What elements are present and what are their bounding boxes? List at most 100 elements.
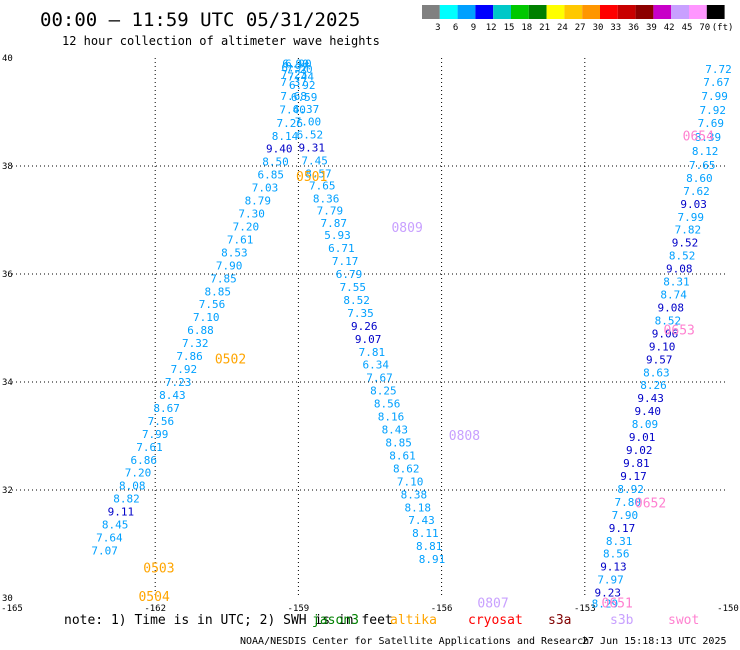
wave-height-value: 6.86 bbox=[130, 454, 157, 467]
legend-swatch bbox=[564, 5, 583, 19]
wave-height-value: 9.23 bbox=[594, 587, 621, 600]
legend-swatch bbox=[511, 5, 529, 19]
wave-height-value: 9.06 bbox=[652, 327, 679, 340]
wave-height-value: 8.11 bbox=[412, 527, 439, 540]
wave-height-value: 8.63 bbox=[643, 366, 670, 379]
wave-height-value: 8.39 bbox=[695, 131, 722, 144]
legend-label: 18 bbox=[521, 23, 532, 33]
wave-height-value: 7.56 bbox=[148, 415, 175, 428]
wave-height-value: 7.87 bbox=[320, 217, 347, 230]
wave-height-value: 7.17 bbox=[332, 255, 359, 268]
satellite-label-s3b: s3b bbox=[610, 613, 634, 628]
wave-height-value: 8.08 bbox=[119, 480, 146, 493]
wave-height-value: 7.37 bbox=[280, 76, 307, 89]
wave-height-value: 7.40 bbox=[279, 103, 306, 116]
wave-height-value: 7.67 bbox=[366, 372, 393, 385]
pass-label: 0807 bbox=[477, 596, 508, 611]
legend-swatch bbox=[528, 5, 547, 19]
wave-height-value: 8.52 bbox=[343, 294, 370, 307]
wave-height-value: 9.11 bbox=[108, 506, 135, 519]
plot-grid: -165 -162 -159 -156 -153 -150 30 32 34 36 38 40 bbox=[1, 54, 739, 614]
satellite-label-jason3: jason3 bbox=[312, 613, 359, 628]
legend-label: 24 bbox=[557, 23, 568, 33]
wave-height-value: 7.97 bbox=[597, 574, 624, 587]
lat-tick-label: 38 bbox=[2, 162, 13, 172]
wave-height-value: 8.50 bbox=[262, 156, 289, 169]
wave-height-value: 8.82 bbox=[113, 493, 140, 506]
wave-height-value: 7.03 bbox=[252, 182, 279, 195]
footer-credit: NOAA/NESDIS Center for Satellite Applica… bbox=[240, 636, 589, 647]
wave-height-value: 6.37 bbox=[293, 103, 320, 116]
wave-height-value: 7.20 bbox=[233, 220, 260, 233]
pass-label: 0651 bbox=[602, 596, 633, 611]
legend-swatch bbox=[617, 5, 636, 19]
wave-height-value: 9.81 bbox=[623, 457, 650, 470]
wave-height-value: 8.31 bbox=[663, 276, 690, 289]
legend-label: 36 bbox=[628, 23, 639, 33]
wave-height-value: 9.52 bbox=[672, 237, 699, 250]
wave-height-value: 7.10 bbox=[193, 311, 220, 324]
wave-height-value: 7.55 bbox=[340, 281, 367, 294]
legend-swatch bbox=[475, 5, 494, 19]
lat-tick-label: 36 bbox=[2, 270, 13, 280]
lat-tick-label: 34 bbox=[2, 378, 13, 388]
wave-height-value: 8.12 bbox=[692, 145, 719, 158]
wave-height-value: 8.43 bbox=[159, 389, 186, 402]
wave-height-value: 9.40 bbox=[266, 143, 293, 156]
wave-height-value: 7.81 bbox=[359, 346, 386, 359]
wave-height-value: 7.23 bbox=[281, 68, 308, 81]
wave-height-value: 8.92 bbox=[617, 483, 644, 496]
wave-height-value: 7.79 bbox=[317, 204, 344, 217]
legend-label: 15 bbox=[504, 23, 515, 33]
wave-height-value: 9.43 bbox=[637, 392, 664, 405]
lat-tick-label: 30 bbox=[2, 594, 13, 604]
lon-tick-label: -165 bbox=[1, 604, 23, 614]
satellite-label-altika: altika bbox=[390, 613, 437, 628]
wave-height-value: 8.31 bbox=[606, 535, 633, 548]
wave-height-value: 8.29 bbox=[592, 597, 619, 610]
legend-swatch bbox=[706, 5, 725, 19]
footer-timestamp: 27 Jun 15:18:13 UTC 2025 bbox=[582, 636, 727, 647]
wave-height-value: 8.09 bbox=[632, 418, 659, 431]
pass-label: 0809 bbox=[391, 221, 422, 236]
wave-height-value: 8.52 bbox=[655, 314, 682, 327]
wave-height-value: 8.85 bbox=[385, 436, 412, 449]
legend-swatch bbox=[422, 5, 440, 19]
wave-height-value: 7.23 bbox=[165, 376, 192, 389]
legend-swatch bbox=[493, 5, 511, 19]
wave-height-value: 9.03 bbox=[680, 198, 707, 211]
legend-label: 9 bbox=[471, 23, 476, 33]
legend-swatch bbox=[671, 5, 689, 19]
wave-height-value: 8.18 bbox=[404, 501, 431, 514]
wave-height-value: 7.90 bbox=[216, 259, 243, 272]
pass-label: 0501 bbox=[296, 170, 327, 185]
wave-height-value: 7.99 bbox=[701, 90, 728, 103]
pass-label: 0653 bbox=[664, 324, 695, 339]
legend-swatch bbox=[439, 5, 458, 19]
wave-height-value: 7.43 bbox=[408, 514, 435, 527]
map-subtitle: 12 hour collection of altimeter wave hei… bbox=[62, 34, 380, 48]
map-title: 00:00 – 11:59 UTC 05/31/2025 bbox=[40, 9, 360, 31]
wave-height-value: 6.88 bbox=[187, 324, 214, 337]
wave-height-value: 9.17 bbox=[609, 522, 636, 535]
wave-height-value: 7.61 bbox=[136, 441, 163, 454]
legend-label: (ft) bbox=[712, 23, 734, 33]
wave-height-value: 8.26 bbox=[640, 379, 667, 392]
lon-tick-label: -162 bbox=[144, 604, 166, 614]
wave-height-value: 8.62 bbox=[393, 462, 420, 475]
wave-height-value: 9.17 bbox=[620, 470, 647, 483]
legend-label: 6 bbox=[453, 23, 458, 33]
legend-label: 39 bbox=[646, 23, 657, 33]
pass-label: 0652 bbox=[635, 497, 666, 512]
wave-height-value: 7.90 bbox=[612, 509, 639, 522]
wave-height-value: 6.90 bbox=[282, 57, 309, 70]
wave-height-value: 8.36 bbox=[313, 192, 340, 205]
legend-swatch bbox=[600, 5, 618, 19]
wave-height-value: 9.01 bbox=[629, 431, 656, 444]
wave-height-value: 8.60 bbox=[686, 172, 713, 185]
legend-label: 3 bbox=[435, 23, 440, 33]
wave-height-value: 7.26 bbox=[277, 117, 304, 130]
legend-swatch bbox=[653, 5, 672, 19]
wave-height-value: 7.00 bbox=[295, 116, 322, 129]
wave-height-value: 6.34 bbox=[362, 359, 389, 372]
